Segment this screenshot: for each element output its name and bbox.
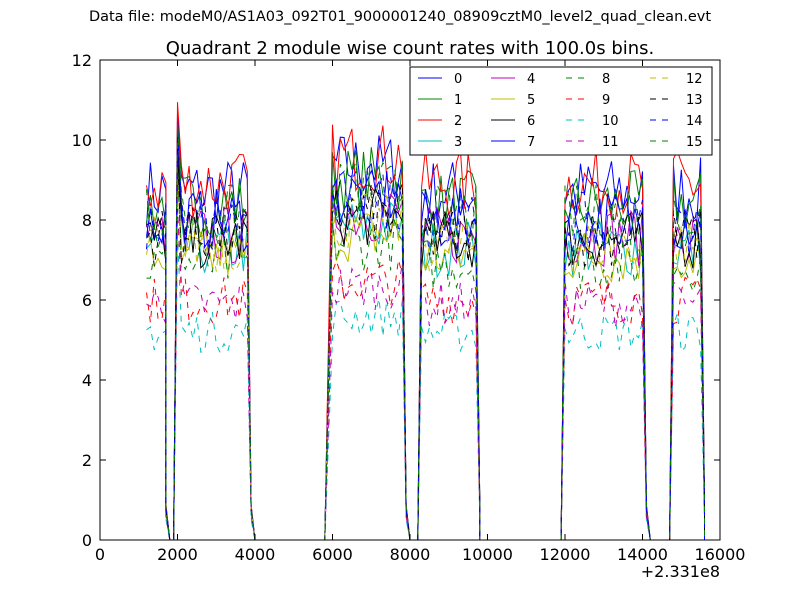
y-tick-label: 8 <box>82 211 92 230</box>
legend-label: 0 <box>454 72 462 87</box>
chart-title: Quadrant 2 module wise count rates with … <box>166 38 655 59</box>
y-tick-label: 12 <box>72 51 92 70</box>
legend-label: 11 <box>602 135 619 150</box>
legend-label: 6 <box>527 114 535 129</box>
legend-label: 2 <box>454 114 462 129</box>
series-line-11 <box>146 209 705 541</box>
legend-label: 12 <box>686 72 703 87</box>
y-tick-label: 4 <box>82 371 92 390</box>
y-tick-label: 6 <box>82 291 92 310</box>
legend-label: 3 <box>454 135 462 150</box>
legend-label: 14 <box>686 114 703 129</box>
x-tick-label: 2000 <box>157 545 198 564</box>
legend-label: 15 <box>686 135 703 150</box>
legend-label: 1 <box>454 93 462 108</box>
x-tick-label: 16000 <box>695 545 746 564</box>
x-tick-label: 0 <box>95 545 105 564</box>
legend-label: 5 <box>527 93 535 108</box>
legend-label: 9 <box>602 93 610 108</box>
legend-label: 13 <box>686 93 703 108</box>
figure-suptitle: Data file: modeM0/AS1A03_092T01_90000012… <box>88 9 712 25</box>
y-tick-label: 0 <box>82 531 92 550</box>
legend-label: 10 <box>602 114 619 129</box>
x-axis-offset-label: +2.331e8 <box>641 562 720 581</box>
legend-label: 4 <box>527 72 535 87</box>
y-tick-label: 10 <box>72 131 92 150</box>
x-tick-label: 8000 <box>390 545 431 564</box>
x-tick-label: 6000 <box>312 545 353 564</box>
series-line-13 <box>146 148 705 541</box>
x-tick-label: 10000 <box>462 545 513 564</box>
x-tick-label: 4000 <box>235 545 276 564</box>
y-tick-label: 2 <box>82 451 92 470</box>
x-tick-label: 14000 <box>617 545 668 564</box>
legend-box <box>409 66 713 156</box>
x-axis: 0 2000 4000 6000 8000 10000 12000 14000 16000 <box>95 60 746 564</box>
legend-label: 8 <box>602 72 610 87</box>
legend-label: 7 <box>527 135 535 150</box>
series-line-9 <box>146 208 705 541</box>
x-tick-label: 12000 <box>540 545 591 564</box>
